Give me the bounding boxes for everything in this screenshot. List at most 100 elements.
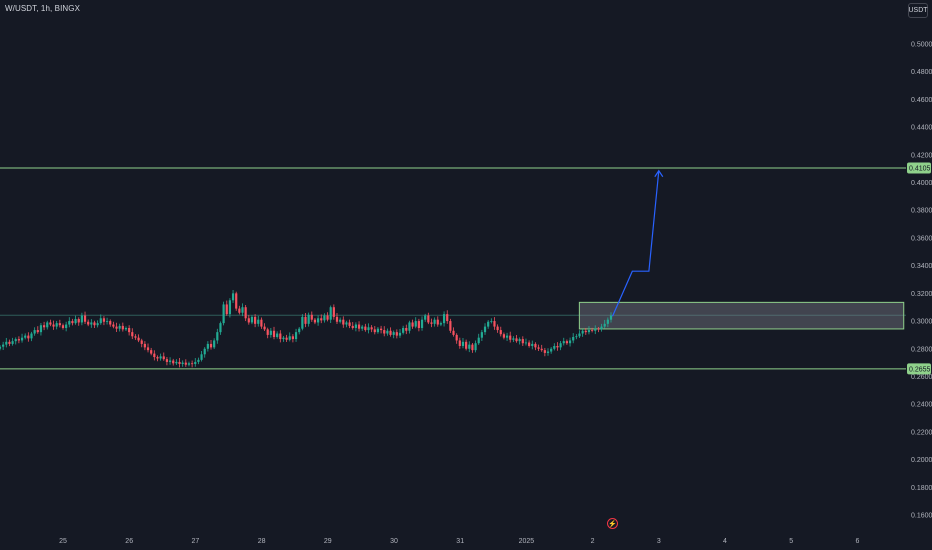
- candle: [20, 333, 24, 343]
- target-zone-rect[interactable]: [578, 301, 905, 330]
- candle-body: [509, 335, 512, 340]
- candle-body: [474, 343, 477, 351]
- candle-body: [137, 337, 140, 341]
- candle-body: [483, 326, 487, 333]
- candle: [184, 359, 187, 367]
- candle: [187, 361, 191, 367]
- candle: [313, 318, 317, 325]
- candle-body: [597, 328, 600, 330]
- candle: [8, 339, 11, 347]
- candle: [458, 337, 461, 349]
- candle: [323, 313, 326, 323]
- candle-body: [531, 343, 534, 346]
- candle: [540, 344, 543, 352]
- candle-body: [439, 323, 443, 325]
- candle-body: [39, 325, 43, 333]
- candle: [80, 312, 83, 326]
- candle-body: [383, 330, 386, 334]
- candle-body: [109, 321, 112, 325]
- candle: [143, 341, 146, 351]
- candle-body: [2, 344, 5, 347]
- time-tick-label: 6: [855, 538, 859, 545]
- price-tick-label: 0.3600: [911, 235, 932, 242]
- candle: [493, 317, 496, 330]
- candle-body: [74, 318, 77, 324]
- time-axis[interactable]: 25 26 27 28 29 30 31 2025 2 3 4 5 6: [59, 538, 859, 545]
- candle: [225, 300, 228, 316]
- candle-body: [8, 341, 11, 344]
- candle-body: [156, 357, 159, 359]
- price-tick-label: 0.2400: [911, 402, 932, 409]
- candle: [357, 321, 361, 332]
- candle: [49, 319, 52, 327]
- candle-body: [68, 321, 71, 325]
- candle: [471, 342, 474, 353]
- candle: [335, 313, 339, 324]
- candle: [408, 320, 411, 334]
- price-tick-label: 0.4000: [911, 180, 932, 187]
- candle-body: [260, 319, 263, 327]
- candle: [509, 331, 512, 343]
- candle-body: [600, 326, 603, 330]
- candle-body: [568, 340, 572, 344]
- candle-body: [269, 330, 272, 335]
- candle-body: [455, 334, 458, 341]
- candle: [194, 358, 197, 367]
- currency-button[interactable]: USDT: [908, 3, 928, 18]
- candle: [162, 352, 165, 361]
- candle: [496, 324, 499, 333]
- candle: [559, 341, 562, 351]
- candle: [178, 358, 181, 368]
- candle: [430, 318, 433, 328]
- candle-body: [414, 321, 417, 327]
- candle-body: [77, 318, 80, 323]
- price-tick-label: 0.3000: [911, 319, 932, 326]
- candle: [600, 323, 603, 332]
- candle: [222, 301, 225, 326]
- target-zone: [578, 301, 905, 330]
- candle: [263, 323, 266, 332]
- candle-body: [320, 318, 323, 321]
- price-tick-label: 0.1800: [911, 485, 932, 492]
- candle: [389, 327, 392, 337]
- candle: [439, 321, 443, 327]
- candle: [361, 324, 364, 331]
- candle-body: [105, 321, 109, 322]
- candle: [2, 341, 5, 351]
- candle-body: [392, 332, 395, 335]
- time-tick-label: 26: [125, 538, 133, 545]
- candle-body: [294, 332, 298, 340]
- candle-body: [112, 324, 115, 327]
- candle: [474, 340, 477, 353]
- candle-body: [30, 333, 33, 339]
- candle: [379, 325, 383, 334]
- candle: [465, 339, 468, 351]
- candle: [254, 314, 257, 328]
- lightning-icon[interactable]: ⚡: [607, 518, 618, 529]
- candle: [247, 314, 250, 325]
- price-axis[interactable]: 0.5000 0.4800 0.4600 0.4400 0.4200 0.4000 0.38…: [911, 42, 932, 520]
- candle-body: [219, 323, 222, 333]
- candle-body: [408, 322, 411, 331]
- candle-body: [591, 330, 594, 331]
- horizontal-lines: [0, 167, 906, 370]
- candle: [168, 357, 172, 365]
- candle-body: [153, 353, 156, 358]
- candle-body: [487, 321, 490, 327]
- candle-body: [279, 333, 282, 340]
- candle-body: [572, 336, 575, 341]
- candle: [452, 327, 455, 337]
- candle-body: [124, 327, 128, 330]
- price-tick-label: 0.4200: [911, 152, 932, 159]
- candle: [597, 327, 600, 333]
- candle-body: [20, 337, 24, 341]
- candle-body: [559, 343, 562, 348]
- candle-body: [310, 314, 313, 320]
- candle: [301, 314, 304, 331]
- projection-path[interactable]: [611, 170, 660, 317]
- candle: [320, 314, 323, 324]
- candle-body: [316, 318, 320, 323]
- candle-body: [477, 337, 480, 344]
- candle-body: [587, 330, 591, 333]
